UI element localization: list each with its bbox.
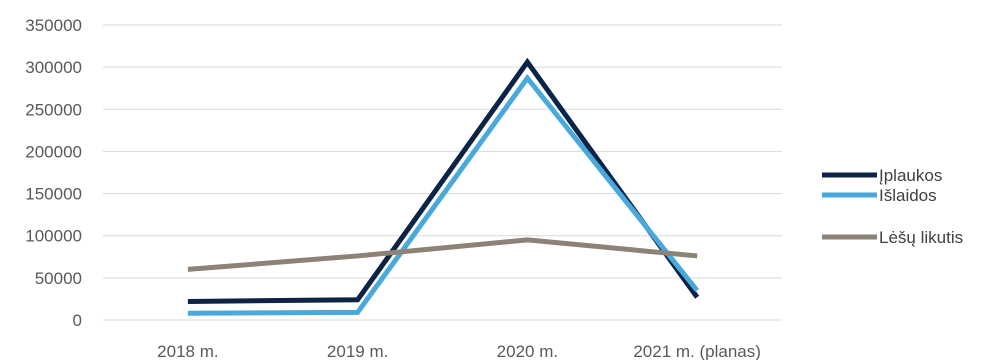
series-line-0 bbox=[187, 57, 700, 304]
x-tick-label: 2018 m. bbox=[157, 342, 218, 360]
y-tick-label: 250000 bbox=[25, 100, 82, 119]
legend-label: Išlaidos bbox=[879, 186, 937, 205]
y-tick-label: 100000 bbox=[25, 227, 82, 246]
series-line-1 bbox=[187, 73, 700, 316]
y-tick-label: 50000 bbox=[35, 269, 82, 288]
x-tick-label: 2021 m. (planas) bbox=[633, 342, 761, 360]
y-tick-label: 0 bbox=[73, 311, 82, 330]
gridlines bbox=[103, 24, 782, 321]
x-tick-label: 2019 m. bbox=[327, 342, 388, 360]
x-axis-ticks: 2018 m. 2019 m. 2020 m. 2021 m. (planas) bbox=[157, 342, 761, 360]
series-lines bbox=[187, 57, 700, 316]
y-tick-label: 300000 bbox=[25, 58, 82, 77]
y-tick-label: 150000 bbox=[25, 185, 82, 204]
legend-label: Įplaukos bbox=[879, 166, 942, 185]
legend-label: Lėšų likutis bbox=[879, 228, 963, 247]
x-tick-label: 2020 m. bbox=[497, 342, 558, 360]
series-line-2 bbox=[187, 237, 698, 272]
y-axis-ticks: 0 50000 100000 150000 200000 250000 300000 3500… bbox=[25, 16, 82, 330]
y-tick-label: 200000 bbox=[25, 142, 82, 161]
y-tick-label: 350000 bbox=[25, 16, 82, 35]
